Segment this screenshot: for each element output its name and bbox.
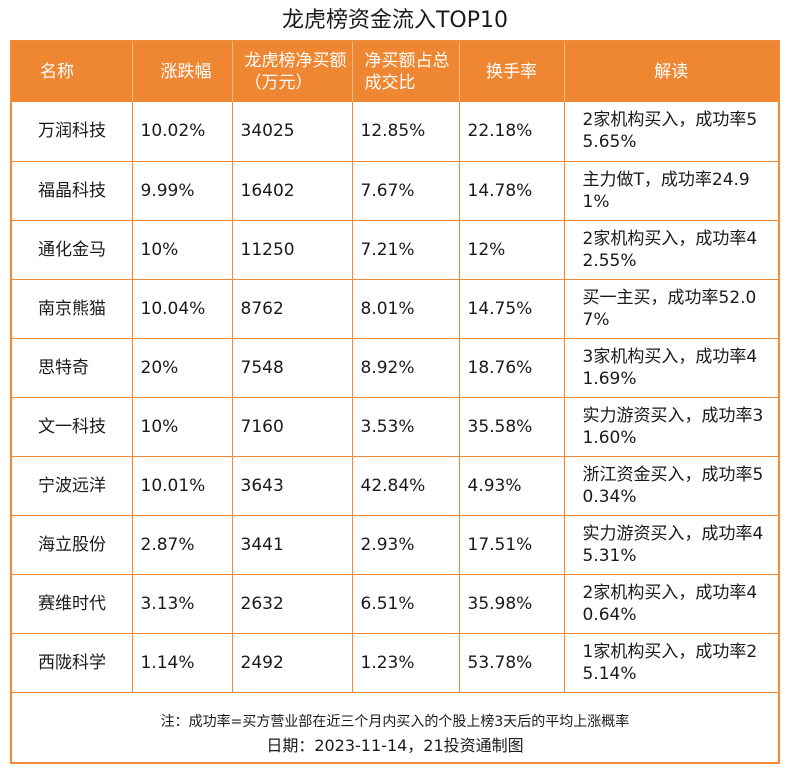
cell-change: 10% — [132, 220, 233, 280]
header-change: 涨跌幅 — [132, 42, 233, 102]
header-note: 解读 — [564, 42, 778, 102]
cell-name: 福晶科技 — [12, 161, 133, 221]
page-title: 龙虎榜资金流入TOP10 — [281, 8, 509, 33]
cell-share: 8.92% — [352, 338, 460, 398]
header-name: 名称 — [12, 42, 133, 102]
cell-net-buy: 2632 — [232, 574, 353, 634]
header-turnover: 换手率 — [459, 42, 565, 102]
cell-net-buy: 3441 — [232, 515, 353, 575]
table-header-row: 名称 涨跌幅 龙虎榜净买额（万元） 净买额占总成交比 换手率 解读 — [12, 42, 778, 102]
cell-name: 海立股份 — [12, 515, 133, 575]
cell-share: 3.53% — [352, 397, 460, 457]
cell-net-buy: 2492 — [232, 633, 353, 693]
cell-change: 2.87% — [132, 515, 233, 575]
cell-turnover: 14.75% — [459, 279, 565, 339]
table-body: 万润科技 10.02% 34025 12.85% 22.18% 2家机构买入，成功率55.… — [12, 102, 778, 693]
cell-name: 文一科技 — [12, 397, 133, 457]
cell-share: 8.01% — [352, 279, 460, 339]
table-row: 通化金马 10% 11250 7.21% 12% 2家机构买入，成功率42.55% — [12, 220, 778, 280]
cell-net-buy: 16402 — [232, 161, 353, 221]
cell-note: 1家机构买入，成功率25.14% — [564, 633, 778, 693]
footnote: 注：成功率=买方营业部在近三个月内买入的个股上榜3天后的平均上涨概率 — [160, 714, 630, 730]
cell-name: 通化金马 — [12, 220, 133, 280]
cell-note: 买一主买，成功率52.07% — [564, 279, 778, 339]
table-row: 福晶科技 9.99% 16402 7.67% 14.78% 主力做T，成功率24.91% — [12, 161, 778, 221]
cell-note: 3家机构买入，成功率41.69% — [564, 338, 778, 398]
cell-net-buy: 34025 — [232, 102, 353, 162]
cell-share: 12.85% — [352, 102, 460, 162]
table-row: 思特奇 20% 7548 8.92% 18.76% 3家机构买入，成功率41.69% — [12, 338, 778, 398]
cell-change: 20% — [132, 338, 233, 398]
cell-change: 9.99% — [132, 161, 233, 221]
cell-turnover: 35.58% — [459, 397, 565, 457]
cell-note: 2家机构买入，成功率55.65% — [564, 102, 778, 162]
cell-name: 赛维时代 — [12, 574, 133, 634]
cell-turnover: 35.98% — [459, 574, 565, 634]
cell-note: 2家机构买入，成功率40.64% — [564, 574, 778, 634]
cell-share: 2.93% — [352, 515, 460, 575]
cell-turnover: 18.76% — [459, 338, 565, 398]
table-row: 西陇科学 1.14% 2492 1.23% 53.78% 1家机构买入，成功率25.14% — [12, 633, 778, 693]
cell-turnover: 53.78% — [459, 633, 565, 693]
cell-change: 1.14% — [132, 633, 233, 693]
table-row: 南京熊猫 10.04% 8762 8.01% 14.75% 买一主买，成功率52.07% — [12, 279, 778, 339]
cell-note: 实力游资买入，成功率31.60% — [564, 397, 778, 457]
cell-name: 宁波远洋 — [12, 456, 133, 516]
cell-change: 3.13% — [132, 574, 233, 634]
cell-share: 7.67% — [352, 161, 460, 221]
table-row: 海立股份 2.87% 3441 2.93% 17.51% 实力游资买入，成功率45.31% — [12, 515, 778, 575]
cell-turnover: 14.78% — [459, 161, 565, 221]
cell-change: 10.04% — [132, 279, 233, 339]
table-row: 万润科技 10.02% 34025 12.85% 22.18% 2家机构买入，成功率55.… — [12, 102, 778, 162]
header-net-buy: 龙虎榜净买额（万元） — [232, 42, 353, 102]
cell-note: 实力游资买入，成功率45.31% — [564, 515, 778, 575]
cell-name: 西陇科学 — [12, 633, 133, 693]
cell-share: 42.84% — [352, 456, 460, 516]
cell-net-buy: 3643 — [232, 456, 353, 516]
table-frame: 名称 涨跌幅 龙虎榜净买额（万元） 净买额占总成交比 换手率 解读 万润科技 10… — [10, 40, 780, 764]
cell-net-buy: 11250 — [232, 220, 353, 280]
footer: 注：成功率=买方营业部在近三个月内买入的个股上榜3天后的平均上涨概率 日期：20… — [12, 702, 778, 758]
cell-note: 2家机构买入，成功率42.55% — [564, 220, 778, 280]
cell-note: 主力做T，成功率24.91% — [564, 161, 778, 221]
cell-share: 6.51% — [352, 574, 460, 634]
cell-net-buy: 7160 — [232, 397, 353, 457]
cell-turnover: 17.51% — [459, 515, 565, 575]
cell-net-buy: 7548 — [232, 338, 353, 398]
cell-share: 7.21% — [352, 220, 460, 280]
cell-name: 思特奇 — [12, 338, 133, 398]
cell-change: 10.02% — [132, 102, 233, 162]
table-row: 宁波远洋 10.01% 3643 42.84% 4.93% 浙江资金买入，成功率50.34… — [12, 456, 778, 516]
cell-name: 南京熊猫 — [12, 279, 133, 339]
cell-change: 10.01% — [132, 456, 233, 516]
cell-name: 万润科技 — [12, 102, 133, 162]
fund-inflow-table: 名称 涨跌幅 龙虎榜净买额（万元） 净买额占总成交比 换手率 解读 万润科技 10… — [12, 42, 778, 693]
cell-net-buy: 8762 — [232, 279, 353, 339]
date-source: 日期：2023-11-14，21投资通制图 — [266, 736, 524, 755]
cell-turnover: 4.93% — [459, 456, 565, 516]
cell-turnover: 12% — [459, 220, 565, 280]
header-share: 净买额占总成交比 — [352, 42, 460, 102]
cell-turnover: 22.18% — [459, 102, 565, 162]
table-row: 赛维时代 3.13% 2632 6.51% 35.98% 2家机构买入，成功率40.64% — [12, 574, 778, 634]
cell-share: 1.23% — [352, 633, 460, 693]
table-row: 文一科技 10% 7160 3.53% 35.58% 实力游资买入，成功率31.60% — [12, 397, 778, 457]
cell-note: 浙江资金买入，成功率50.34% — [564, 456, 778, 516]
cell-change: 10% — [132, 397, 233, 457]
